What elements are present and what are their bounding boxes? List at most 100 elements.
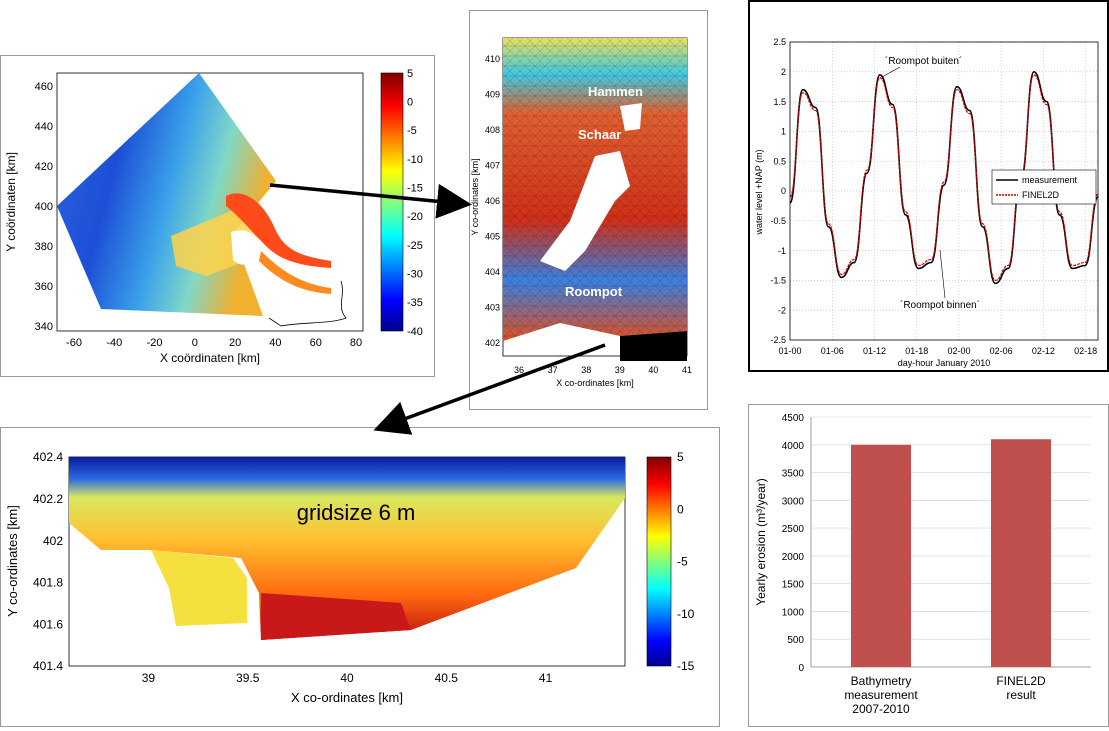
y-axis-label: Y coördinaten [km] — [4, 152, 18, 252]
x-tick-label: -60 — [66, 337, 82, 349]
x-tick-label: 41 — [539, 671, 553, 685]
estuary-channel — [226, 193, 331, 268]
x-tick-label: 40 — [269, 337, 281, 349]
land-island — [231, 230, 260, 265]
y-tick-labels: 2.5 2 1.5 1 0.5 0 -0.5 -1 -1.5 -2 -2.5 — [770, 37, 786, 345]
colorbar-tick-label: -25 — [407, 240, 423, 252]
colorbar-tick-label: -10 — [677, 607, 695, 621]
y-tick-label: 500 — [787, 635, 804, 646]
x-tick-label: 39.5 — [236, 671, 260, 685]
mesh-detail-chart: Hammen Schaar Roompot 36 37 38 39 40 41 410 40… — [470, 37, 692, 388]
x-tick-label: 40 — [648, 365, 658, 375]
y-tick-label: 1.5 — [773, 97, 786, 107]
y-tick-label: 402.2 — [33, 492, 63, 506]
y-tick-label: -1 — [778, 246, 786, 256]
series-lines — [789, 70, 1099, 285]
x-axis-label: X co-ordinates [km] — [556, 378, 634, 388]
y-tick-label: 2.5 — [773, 37, 786, 47]
x-tick-label: 02-12 — [1032, 346, 1055, 356]
legend: measurement FINEL2D — [991, 169, 1097, 205]
y-tick-label: 402.4 — [33, 450, 63, 464]
series-line-measurement — [789, 70, 1099, 285]
legend-label-finel2d: FINEL2D — [1022, 190, 1060, 200]
x-tick-label: 01-06 — [821, 346, 844, 356]
y-tick-label: 401.4 — [33, 659, 63, 673]
gridsize-annotation: gridsize 6 m — [297, 500, 416, 525]
x-axis-label: day-hour January 2010 — [898, 358, 991, 368]
x-tick-label: 37 — [548, 365, 558, 375]
y-tick-label: 4000 — [782, 441, 805, 452]
y-tick-label: 1000 — [782, 607, 805, 618]
x-tick-label: -20 — [147, 337, 163, 349]
y-tick-labels: 460 440 420 400 380 360 340 — [35, 81, 53, 333]
y-tick-label: 3500 — [782, 469, 805, 480]
colorbar-tick-label: -5 — [407, 125, 417, 137]
category-label: measurement — [844, 688, 918, 702]
colorbar-tick-label: -35 — [407, 297, 423, 309]
x-axis-label: X co-ordinates [km] — [291, 690, 403, 705]
inner-basin — [151, 550, 247, 626]
estuary-channel-south — [259, 251, 331, 294]
y-tick-label: 1 — [781, 127, 786, 137]
colorbar-tick-label: 0 — [407, 97, 413, 109]
colorbar-tick-label: -15 — [677, 659, 695, 673]
label-roompot: Roompot — [565, 284, 623, 299]
plot-area — [789, 41, 1099, 341]
erosion-bar-chart: 0 500 1000 1500 2000 2500 3000 3500 4000 4500 Bat… — [754, 413, 1091, 716]
y-tick-label: 0.5 — [773, 156, 786, 166]
category-label: 2007-2010 — [852, 702, 910, 716]
colorbar-tick-label: 0 — [677, 502, 684, 516]
y-tick-label: 401.6 — [33, 617, 63, 631]
legend-label-measurement: measurement — [1022, 175, 1078, 185]
depth-field — [69, 457, 625, 640]
x-tick-label: 39 — [142, 671, 156, 685]
colorbar-tick-labels: 5 0 -5 -10 -15 — [677, 450, 695, 673]
y-tick-labels: 410 409 408 407 406 405 404 403 402 — [485, 54, 500, 348]
x-tick-label: 01-12 — [863, 346, 886, 356]
y-tick-label: 1500 — [782, 580, 805, 591]
colorbar — [380, 72, 404, 332]
y-tick-label: 440 — [35, 121, 53, 133]
coastline — [268, 280, 347, 327]
bars — [851, 439, 1051, 667]
y-tick-label: 2000 — [782, 552, 805, 563]
colorbar-tick-label: -30 — [407, 269, 423, 281]
water-level-panel: 01-00 01-06 01-12 01-18 02-00 02-06 02-12 02-18… — [748, 0, 1109, 372]
category-label: Bathymetry — [851, 674, 912, 688]
land-block — [620, 331, 687, 361]
x-tick-labels: 39 39.5 40 40.5 41 — [142, 671, 553, 685]
x-tick-label: -40 — [106, 337, 122, 349]
deep-scour — [261, 593, 411, 640]
bar-finel2d — [991, 439, 1051, 667]
y-tick-label: 403 — [485, 303, 500, 313]
x-tick-label: 02-00 — [947, 346, 970, 356]
colorbar-tick-label: -20 — [407, 211, 423, 223]
colorbar — [646, 456, 672, 667]
y-tick-label: 408 — [485, 125, 500, 135]
x-tick-label: 40 — [340, 671, 354, 685]
x-tick-label: 0 — [192, 337, 198, 349]
annotation-roompot-binnen: ´Roompot binnen´ — [900, 299, 980, 311]
y-tick-label: 405 — [485, 232, 500, 242]
y-tick-label: -2.5 — [770, 335, 786, 345]
y-tick-label: 407 — [485, 161, 500, 171]
y-tick-label: 360 — [35, 281, 53, 293]
x-tick-labels: -60 -40 -20 0 20 40 60 80 — [66, 337, 362, 349]
y-tick-label: 2 — [781, 67, 786, 77]
category-label: FINEL2D — [996, 674, 1046, 688]
x-axis-label: X coördinaten [km] — [160, 351, 260, 365]
water-level-chart: 01-00 01-06 01-12 01-18 02-00 02-06 02-12 02-18… — [754, 37, 1099, 368]
y-tick-label: 2500 — [782, 524, 805, 535]
y-axis-label: Y co-ordinates [km] — [5, 505, 20, 617]
y-tick-label: 410 — [485, 54, 500, 64]
y-tick-label: 340 — [35, 321, 53, 333]
y-tick-label: 402 — [485, 338, 500, 348]
regional-bathymetry-panel: -60 -40 -20 0 20 40 60 80 460 440 420 400 380 360 340… — [0, 55, 435, 377]
x-tick-label: 02-18 — [1074, 346, 1097, 356]
bar-measurement — [851, 444, 911, 667]
y-tick-label: 0 — [781, 186, 786, 196]
y-axis-label: water level +NAP (m) — [754, 149, 764, 235]
y-tick-label: 404 — [485, 267, 500, 277]
x-tick-label: 60 — [310, 337, 322, 349]
x-tick-label: 80 — [350, 337, 362, 349]
